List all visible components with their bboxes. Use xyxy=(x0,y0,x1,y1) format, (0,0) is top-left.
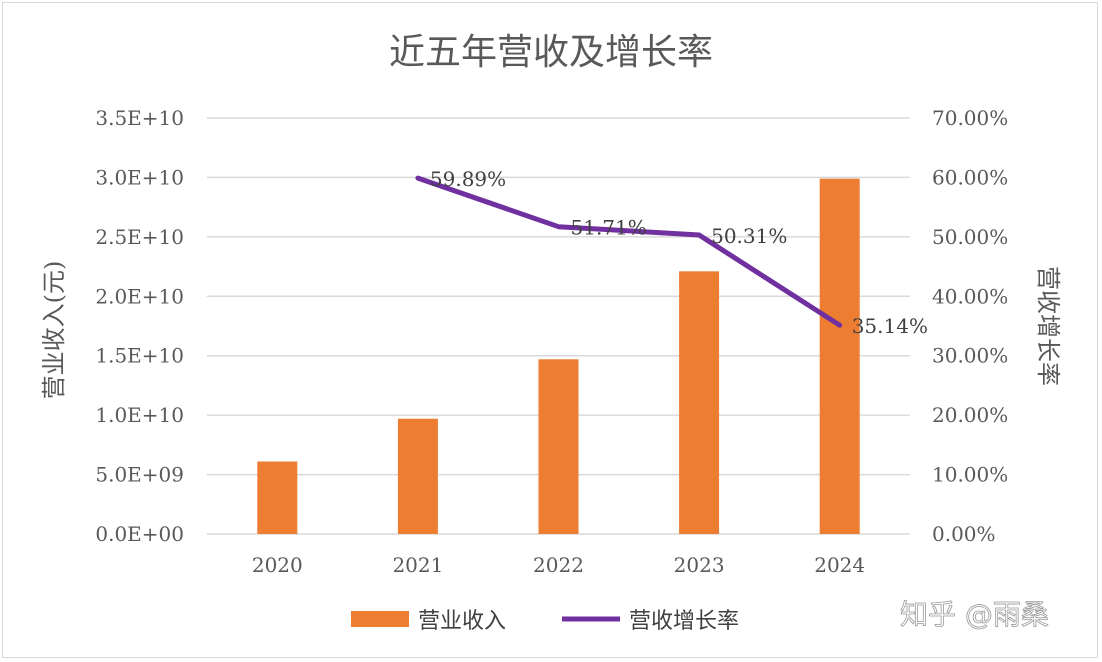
growth-label-2023: 50.31% xyxy=(711,224,787,248)
bar-2021 xyxy=(397,418,438,534)
gridlines xyxy=(207,117,910,535)
data-labels: 59.89% 51.71% 50.31% 35.14% xyxy=(430,167,928,338)
x-tick-label: 2022 xyxy=(533,553,584,577)
bar-2020 xyxy=(257,461,298,534)
left-tick-label: 1.5E+10 xyxy=(95,344,184,368)
left-tick-label: 3.5E+10 xyxy=(95,106,184,130)
right-axis-title: 营收增长率 xyxy=(1034,266,1062,386)
bar-2022 xyxy=(538,359,579,534)
bar-2023 xyxy=(679,271,720,534)
left-tick-label: 5.0E+09 xyxy=(95,463,184,487)
left-tick-label: 2.0E+10 xyxy=(95,284,184,308)
x-axis-ticks: 2020 2021 2022 2023 2024 xyxy=(252,553,865,577)
right-tick-label: 60.00% xyxy=(932,165,1008,189)
x-tick-label: 2024 xyxy=(814,553,865,577)
right-axis-ticks: 0.00% 10.00% 20.00% 30.00% 40.00% 50.00% 60.00… xyxy=(932,106,1008,546)
growth-label-2024: 35.14% xyxy=(852,314,928,338)
left-axis-title: 营业收入(元) xyxy=(40,261,68,400)
legend-label-line: 营收增长率 xyxy=(629,609,739,634)
bar-2024 xyxy=(819,178,860,535)
growth-label-2021: 59.89% xyxy=(430,167,506,191)
right-tick-label: 30.00% xyxy=(932,344,1008,368)
chart-title: 近五年营收及增长率 xyxy=(389,32,713,73)
legend-swatch-bar xyxy=(351,611,409,627)
x-tick-label: 2021 xyxy=(392,553,443,577)
right-tick-label: 50.00% xyxy=(932,225,1008,249)
watermark: 知乎 @雨桑 xyxy=(900,598,1049,631)
bar-series xyxy=(257,178,860,535)
x-tick-label: 2020 xyxy=(252,553,303,577)
right-tick-label: 40.00% xyxy=(932,284,1008,308)
left-tick-label: 1.0E+10 xyxy=(95,403,184,427)
right-tick-label: 10.00% xyxy=(932,463,1008,487)
line-series xyxy=(415,175,843,328)
legend: 营业收入 营收增长率 xyxy=(351,609,739,634)
right-tick-label: 70.00% xyxy=(932,106,1008,130)
growth-label-2022: 51.71% xyxy=(571,216,647,240)
left-tick-label: 0.0E+00 xyxy=(95,522,184,546)
right-tick-label: 0.00% xyxy=(932,522,996,546)
left-tick-label: 2.5E+10 xyxy=(95,225,184,249)
left-axis-ticks: 0.0E+00 5.0E+09 1.0E+10 1.5E+10 2.0E+10 2.5E+… xyxy=(95,106,184,546)
legend-label-bar: 营业收入 xyxy=(418,609,506,634)
x-tick-label: 2023 xyxy=(674,553,725,577)
left-tick-label: 3.0E+10 xyxy=(95,165,184,189)
right-tick-label: 20.00% xyxy=(932,403,1008,427)
growth-rate-line xyxy=(415,175,843,328)
